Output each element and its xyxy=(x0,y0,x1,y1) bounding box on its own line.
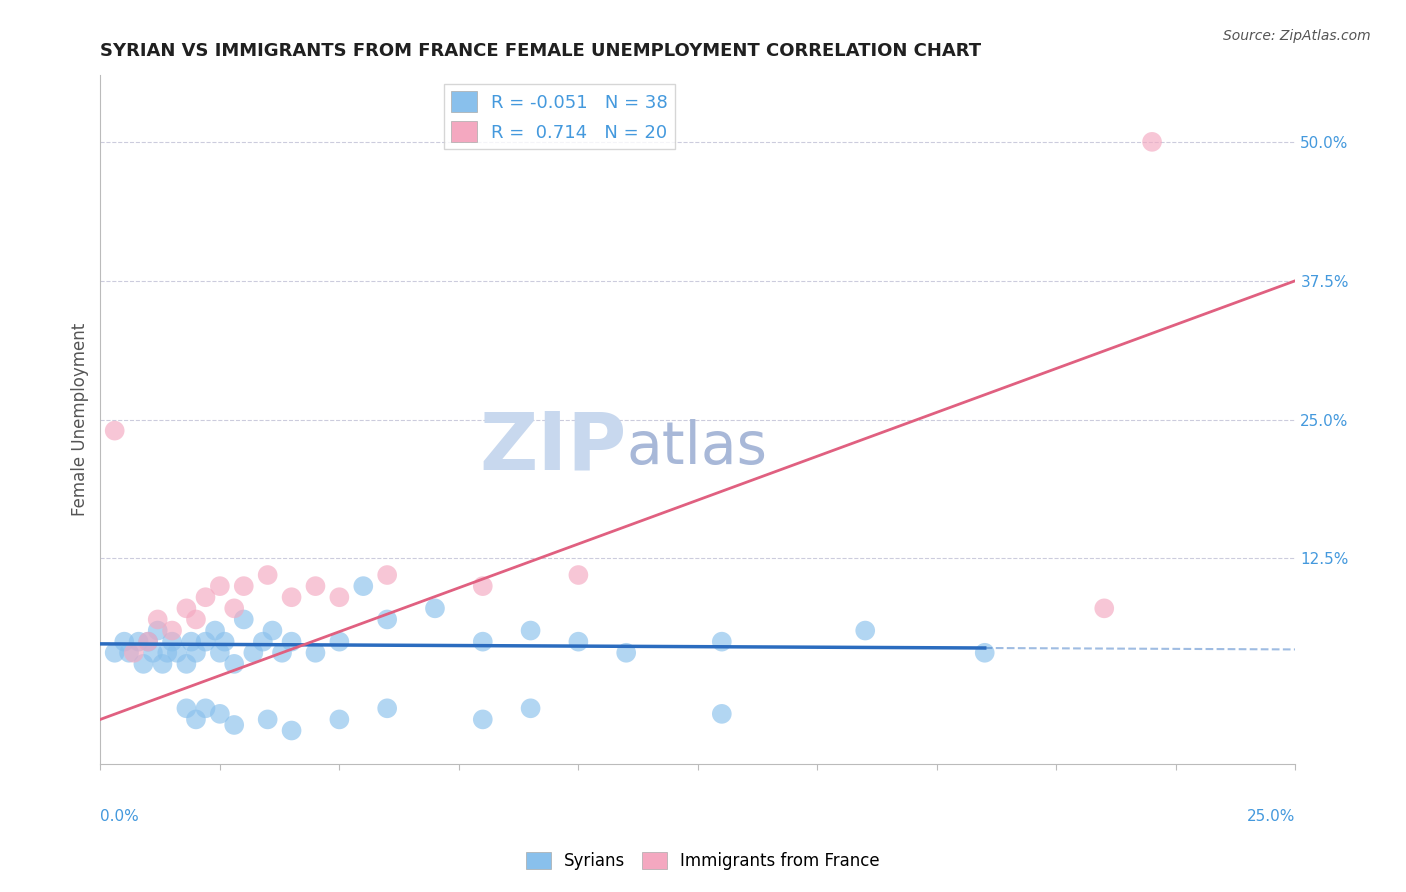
Point xyxy=(328,591,350,605)
Point xyxy=(280,634,302,648)
Point xyxy=(280,723,302,738)
Point xyxy=(519,701,541,715)
Point xyxy=(328,713,350,727)
Point xyxy=(1140,135,1163,149)
Point xyxy=(194,591,217,605)
Point xyxy=(853,624,876,638)
Point xyxy=(132,657,155,671)
Text: 25.0%: 25.0% xyxy=(1247,808,1295,823)
Point xyxy=(104,646,127,660)
Point xyxy=(242,646,264,660)
Point xyxy=(104,424,127,438)
Text: atlas: atlas xyxy=(626,418,768,475)
Text: Source: ZipAtlas.com: Source: ZipAtlas.com xyxy=(1223,29,1371,43)
Point xyxy=(122,646,145,660)
Point xyxy=(208,646,231,660)
Point xyxy=(160,624,183,638)
Legend: Syrians, Immigrants from France: Syrians, Immigrants from France xyxy=(519,845,887,877)
Legend: R = -0.051   N = 38, R =  0.714   N = 20: R = -0.051 N = 38, R = 0.714 N = 20 xyxy=(444,84,675,150)
Point xyxy=(160,634,183,648)
Point xyxy=(156,646,179,660)
Point xyxy=(194,634,217,648)
Point xyxy=(184,612,207,626)
Point xyxy=(519,624,541,638)
Point xyxy=(112,634,135,648)
Point xyxy=(224,601,246,615)
Point xyxy=(1092,601,1115,615)
Point xyxy=(352,579,374,593)
Point xyxy=(176,657,198,671)
Point xyxy=(224,657,246,671)
Point xyxy=(375,568,398,582)
Point xyxy=(176,601,198,615)
Point xyxy=(262,624,284,638)
Point xyxy=(256,568,278,582)
Point xyxy=(328,634,350,648)
Point xyxy=(271,646,294,660)
Text: SYRIAN VS IMMIGRANTS FROM FRANCE FEMALE UNEMPLOYMENT CORRELATION CHART: SYRIAN VS IMMIGRANTS FROM FRANCE FEMALE … xyxy=(100,42,981,60)
Point xyxy=(973,646,995,660)
Text: 0.0%: 0.0% xyxy=(100,808,139,823)
Point xyxy=(194,701,217,715)
Point xyxy=(252,634,274,648)
Point xyxy=(567,634,589,648)
Point xyxy=(304,579,326,593)
Y-axis label: Female Unemployment: Female Unemployment xyxy=(72,323,89,516)
Point xyxy=(214,634,236,648)
Point xyxy=(224,718,246,732)
Point xyxy=(204,624,226,638)
Point xyxy=(567,568,589,582)
Point xyxy=(710,634,733,648)
Point xyxy=(128,634,150,648)
Point xyxy=(614,646,637,660)
Text: ZIP: ZIP xyxy=(479,408,626,486)
Point xyxy=(710,706,733,721)
Point xyxy=(471,579,494,593)
Point xyxy=(208,706,231,721)
Point xyxy=(423,601,446,615)
Point xyxy=(166,646,188,660)
Point xyxy=(152,657,174,671)
Point xyxy=(136,634,159,648)
Point xyxy=(280,591,302,605)
Point xyxy=(256,713,278,727)
Point xyxy=(176,701,198,715)
Point xyxy=(184,713,207,727)
Point xyxy=(375,612,398,626)
Point xyxy=(180,634,202,648)
Point xyxy=(232,612,254,626)
Point xyxy=(375,701,398,715)
Point xyxy=(142,646,165,660)
Point xyxy=(118,646,141,660)
Point xyxy=(184,646,207,660)
Point xyxy=(471,713,494,727)
Point xyxy=(146,624,169,638)
Point xyxy=(471,634,494,648)
Point xyxy=(208,579,231,593)
Point xyxy=(146,612,169,626)
Point xyxy=(304,646,326,660)
Point xyxy=(136,634,159,648)
Point xyxy=(232,579,254,593)
